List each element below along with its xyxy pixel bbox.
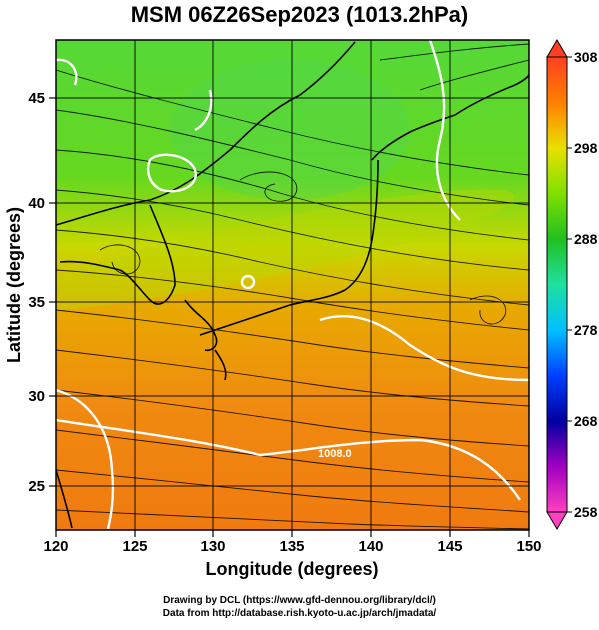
x-axis-label: Longitude (degrees): [205, 559, 378, 579]
cool-patch-sea-of-japan: [170, 60, 410, 200]
colorbar-tick-label: 278: [574, 322, 598, 338]
y-tick-label: 30: [28, 388, 45, 405]
map-title: MSM 06Z26Sep2023 (1013.2hPa): [130, 2, 469, 27]
credit-drawing: Drawing by DCL (https://www.gfd-dennou.o…: [163, 595, 436, 606]
isobars: [56, 40, 529, 530]
y-axis-label: Latitude (degrees): [4, 207, 24, 363]
tick-marks: [49, 97, 530, 537]
lat-lon-grid: [56, 40, 529, 530]
x-tick-label: 140: [358, 538, 383, 555]
colorbar-tick-label: 308: [574, 49, 598, 65]
isobar-label: 1008.0: [318, 448, 352, 460]
x-tick-label: 145: [437, 538, 462, 555]
colorbar-tick-label: 258: [574, 504, 598, 520]
x-tick-label: 125: [122, 538, 147, 555]
credit-data-source: Data from http://database.rish.kyoto-u.a…: [162, 608, 437, 619]
x-tick-label: 120: [43, 538, 68, 555]
credit-block: Drawing by DCL (https://www.gfd-dennou.o…: [0, 594, 599, 620]
colorbar-top-arrow: [546, 39, 568, 58]
y-tick-label: 25: [28, 478, 45, 495]
colorbar-body: [546, 56, 568, 513]
colorbar: 308 298 288 278 268 258: [546, 39, 598, 530]
colorbar-tick-label: 268: [574, 413, 598, 429]
x-tick-label: 135: [279, 538, 304, 555]
colorbar-tick-label: 298: [574, 140, 598, 156]
y-tick-label: 45: [28, 90, 45, 107]
colorbar-bottom-arrow: [546, 511, 568, 530]
y-tick-label: 40: [28, 195, 45, 212]
x-tick-label: 130: [200, 538, 225, 555]
y-tick-label: 35: [28, 294, 45, 311]
wind-streamlines: [56, 43, 529, 530]
x-tick-label: 150: [516, 538, 541, 555]
colorbar-tick-label: 288: [574, 231, 598, 247]
